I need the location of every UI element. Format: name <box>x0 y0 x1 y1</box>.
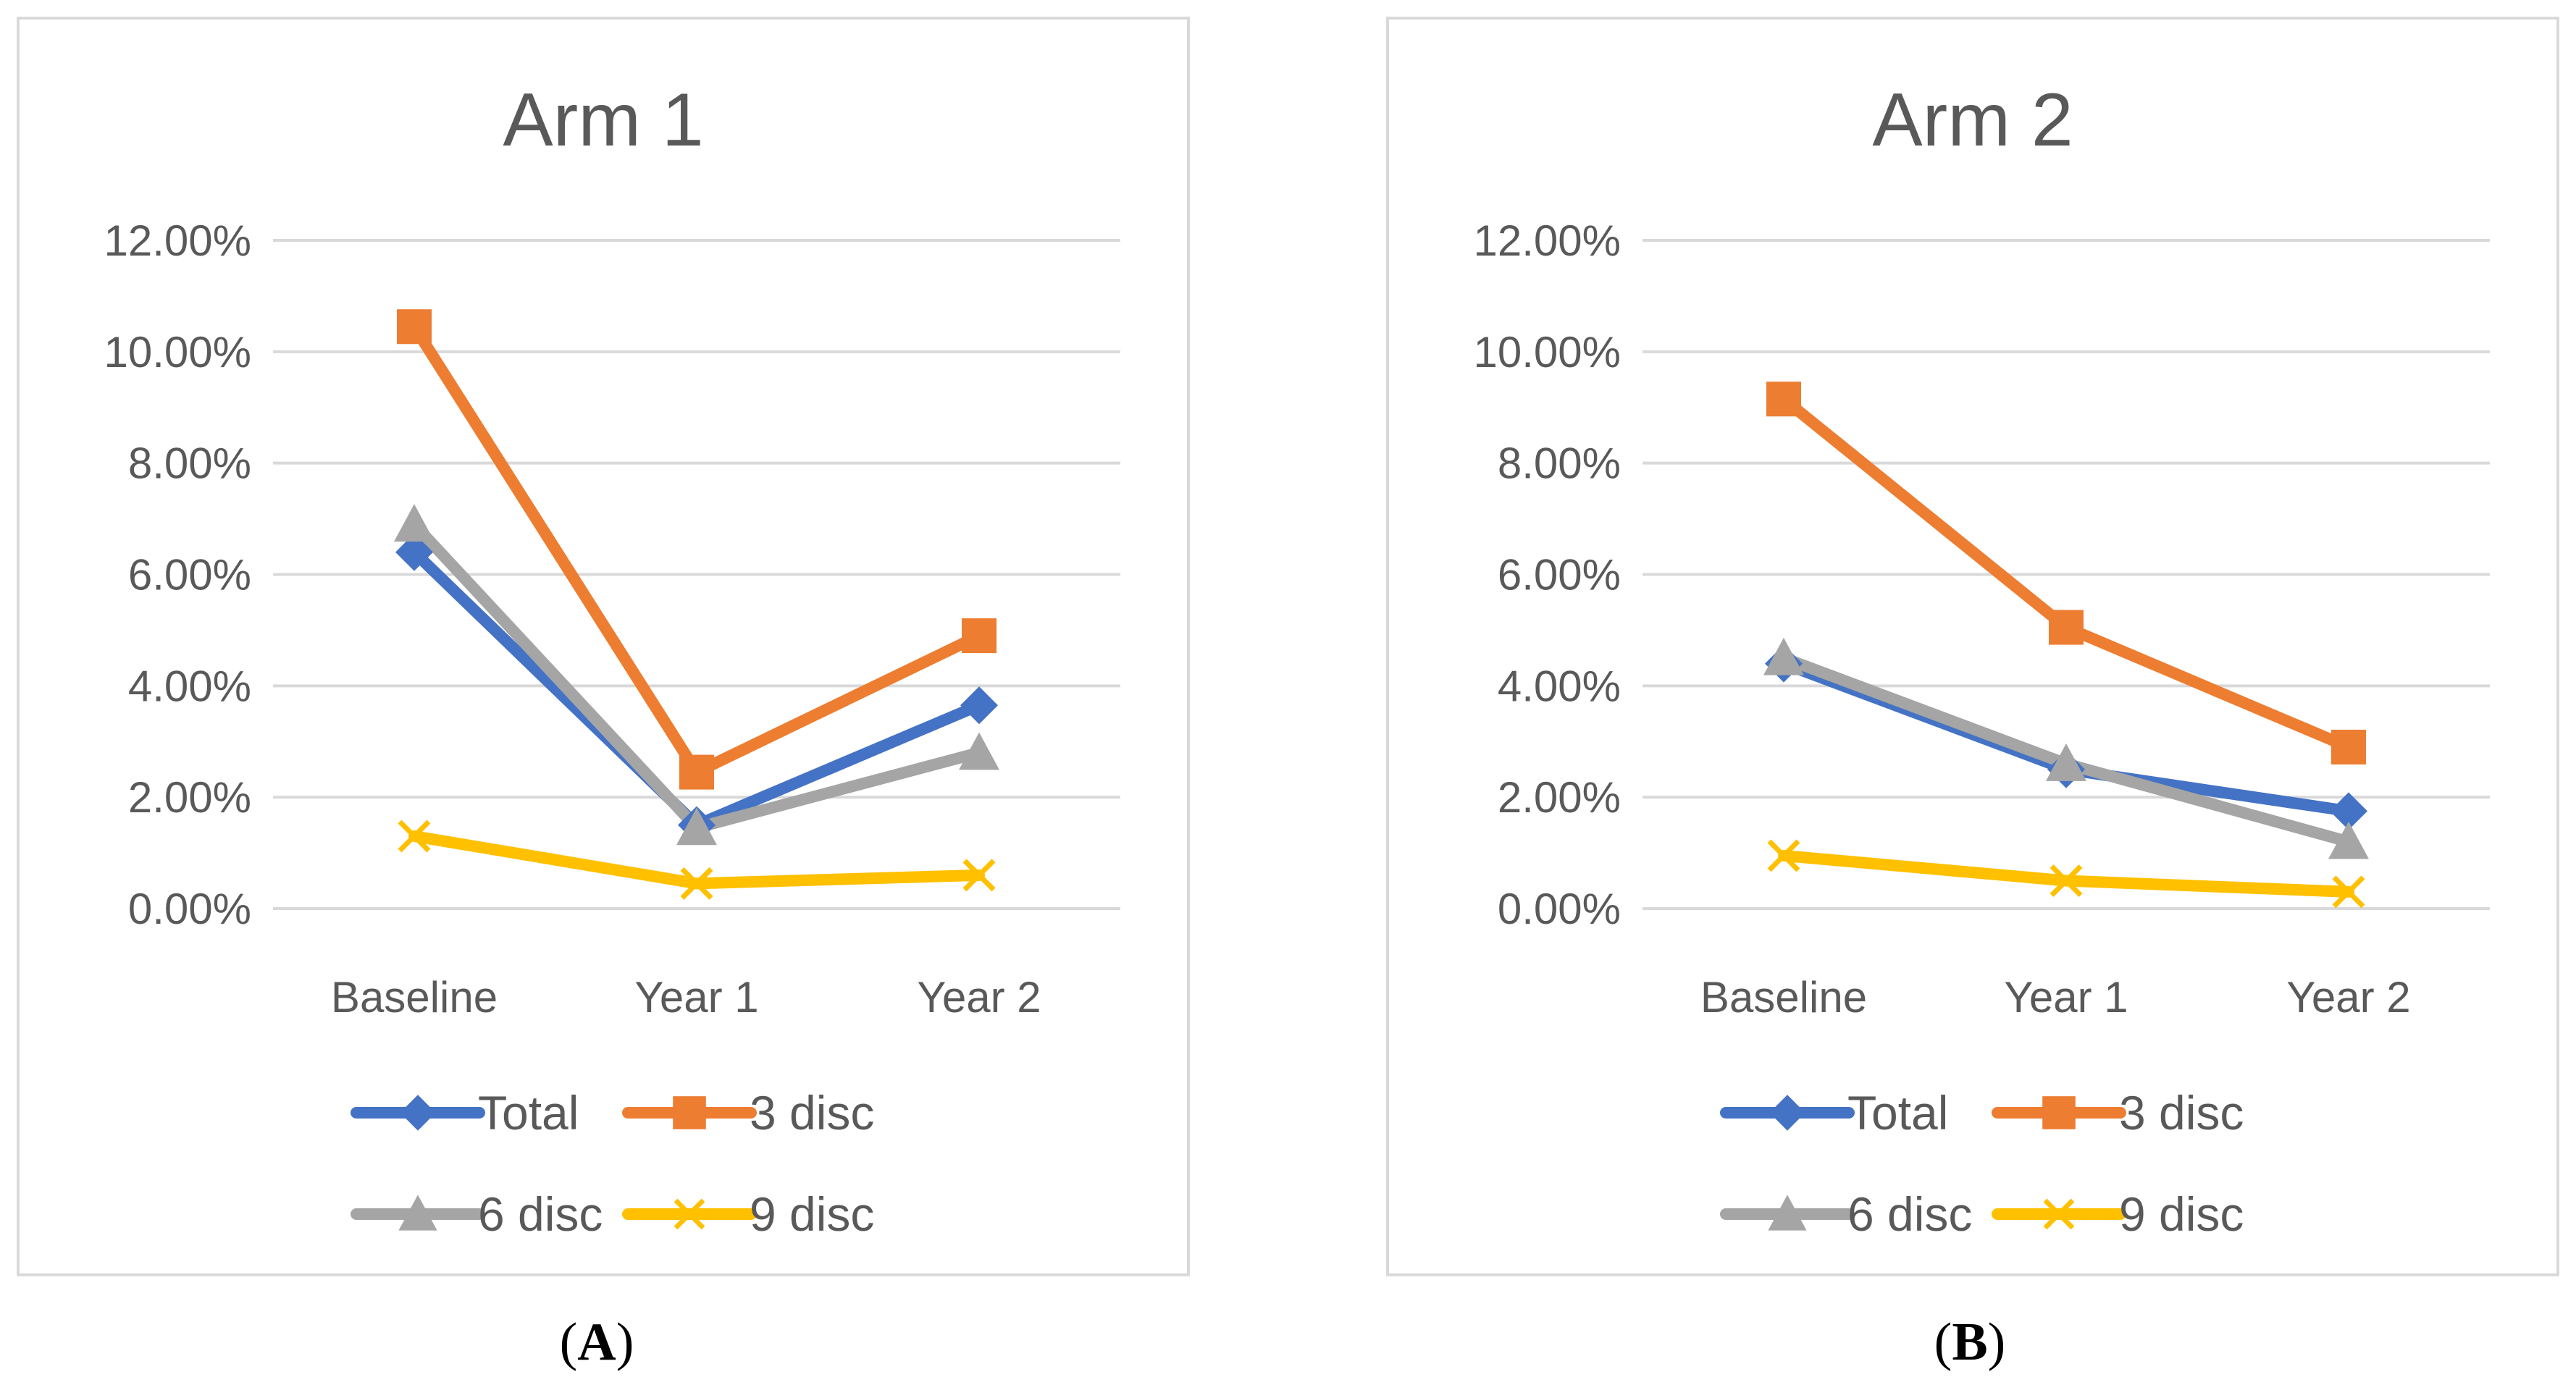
plot-area: 0.00% 2.00% 4.00% 6.00% 8.00% 10.00% 12.00% Ba… <box>1474 216 2490 1022</box>
chart-title: Arm 1 <box>503 78 704 162</box>
legend-marker <box>398 1195 437 1231</box>
data-point-6-disc <box>394 504 435 542</box>
y-tick-label: 2.00% <box>1498 773 1621 822</box>
legend-item-9-disc: 9 disc <box>1990 1185 2244 1243</box>
legend: Total 3 disc 6 disc 9 disc <box>1389 1055 2556 1243</box>
legend-item-total: Total <box>349 1084 579 1142</box>
legend-marker <box>2042 1096 2076 1129</box>
data-point-6-disc <box>2046 744 2086 781</box>
legend-label: Total <box>478 1086 579 1140</box>
y-tick-label: 8.00% <box>128 439 251 488</box>
chart-title: Arm 2 <box>1872 78 2073 162</box>
y-tick-label: 8.00% <box>1498 439 1621 488</box>
x-tick-label: Baseline <box>1700 973 1867 1022</box>
series-line-3-disc <box>408 321 985 778</box>
x-tick-label: Baseline <box>331 973 498 1022</box>
legend-item-3-disc: 3 disc <box>1990 1084 2244 1142</box>
y-tick-label: 0.00% <box>1498 885 1621 933</box>
x-tick-label: Year 2 <box>917 973 1041 1022</box>
legend-item-6-disc: 6 disc <box>349 1185 603 1243</box>
y-tick-label: 2.00% <box>128 773 251 822</box>
data-point-9-disc <box>962 859 996 892</box>
legend-item-total: Total <box>1719 1084 1948 1142</box>
legend-label: 3 disc <box>2119 1086 2244 1140</box>
legend-swatch-9-disc <box>622 1198 757 1230</box>
y-tick-label: 12.00% <box>104 216 252 265</box>
x-tick-label: Year 2 <box>2286 973 2410 1022</box>
data-point-3-disc <box>2331 729 2366 764</box>
data-point-3-disc <box>1766 382 1801 417</box>
chart-panel-b: Arm 2 0.00% 2.00% 4.00% 6.00% 8.00% 10.00% 12.… <box>1386 17 2559 1276</box>
series-line-9-disc <box>1778 849 2354 898</box>
x-tick-label: Year 1 <box>2004 973 2128 1022</box>
data-point-6-disc <box>676 807 717 846</box>
legend-marker <box>400 1095 436 1131</box>
y-tick-label: 0.00% <box>128 885 251 933</box>
y-tick-label: 4.00% <box>1498 662 1621 710</box>
legend-label: 6 disc <box>478 1187 603 1241</box>
legend-label: 9 disc <box>750 1187 875 1241</box>
panel-label-a: (A) <box>559 1313 634 1372</box>
legend-marker <box>2043 1198 2075 1230</box>
legend-swatch-total <box>1720 1095 1855 1131</box>
legend-item-9-disc: 9 disc <box>621 1185 874 1243</box>
legend-swatch-6-disc <box>1720 1195 1855 1231</box>
data-point-9-disc <box>1767 839 1800 872</box>
panel-label-b: (B) <box>1934 1313 2006 1372</box>
data-point-6-disc <box>2328 821 2369 859</box>
data-point-total <box>2330 792 2367 830</box>
legend-swatch-6-disc <box>351 1195 485 1231</box>
panel-letter: A <box>577 1313 616 1372</box>
data-point-9-disc <box>398 820 431 853</box>
data-point-9-disc <box>2332 875 2365 909</box>
legend-swatch-3-disc <box>1992 1096 2126 1129</box>
chart-panel-a: Arm 1 0.00% 2.00% 4.00% 6.00% 8.00% 10.00% 12.… <box>17 17 1190 1276</box>
legend-swatch-9-disc <box>1992 1198 2126 1230</box>
data-point-6-disc <box>959 732 999 770</box>
data-point-total <box>960 686 998 725</box>
legend-item-6-disc: 6 disc <box>1719 1185 1972 1243</box>
data-point-3-disc <box>397 309 432 345</box>
data-point-3-disc <box>2049 610 2084 645</box>
y-tick-label: 6.00% <box>1498 551 1621 599</box>
data-point-9-disc <box>2050 864 2083 898</box>
y-tick-label: 4.00% <box>128 662 251 710</box>
legend-item-3-disc: 3 disc <box>621 1084 874 1142</box>
data-point-3-disc <box>679 754 714 790</box>
data-point-6-disc <box>1763 637 1804 675</box>
legend-swatch-total <box>351 1095 485 1131</box>
legend-label: 6 disc <box>1847 1187 1973 1241</box>
legend-swatch-3-disc <box>622 1096 757 1129</box>
legend-label: 9 disc <box>2119 1187 2244 1241</box>
panel-letter: B <box>1952 1313 1988 1372</box>
data-point-9-disc <box>680 867 713 900</box>
legend-marker <box>673 1096 706 1129</box>
legend-marker <box>674 1198 705 1230</box>
legend: Total 3 disc 6 disc 9 disc <box>20 1055 1187 1243</box>
data-point-3-disc <box>962 618 997 654</box>
legend-label: 3 disc <box>750 1086 875 1140</box>
legend-marker <box>1769 1095 1805 1131</box>
x-tick-label: Year 1 <box>634 973 758 1022</box>
y-tick-label: 6.00% <box>128 551 251 599</box>
legend-marker <box>1768 1195 1807 1231</box>
plot-area: 0.00% 2.00% 4.00% 6.00% 8.00% 10.00% 12.00% Ba… <box>104 216 1120 1022</box>
y-tick-label: 10.00% <box>1474 328 1621 376</box>
legend-label: Total <box>1847 1086 1949 1140</box>
data-point-total <box>395 533 433 571</box>
y-tick-label: 12.00% <box>1474 216 1621 265</box>
y-tick-label: 10.00% <box>104 328 252 376</box>
